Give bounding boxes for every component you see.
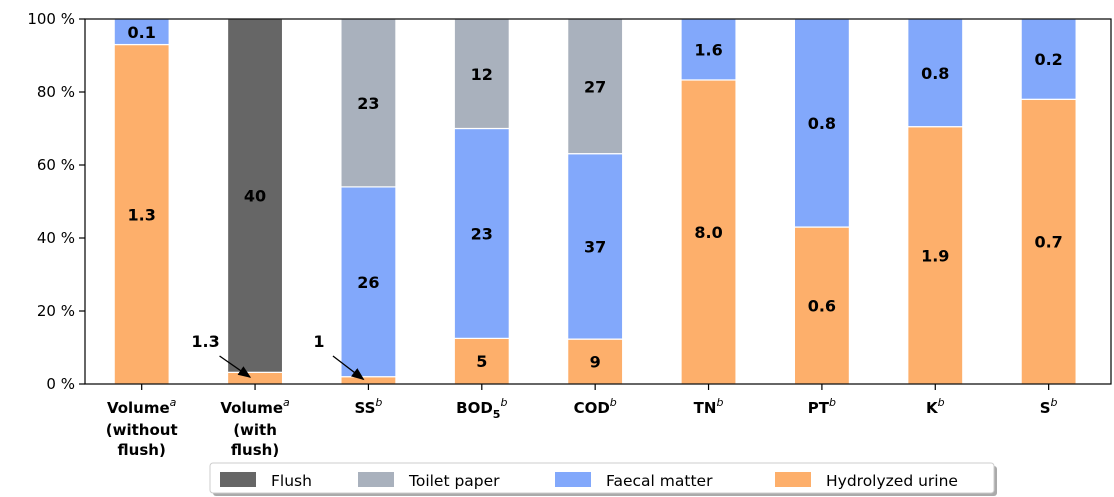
- legend-swatch-toilet-paper: [358, 472, 394, 487]
- annotations: 1.3 1: [191, 332, 365, 381]
- x-tick-label-line: flush): [118, 441, 166, 459]
- data-label: 1.9: [921, 246, 949, 265]
- y-tick-label: 20 %: [37, 302, 75, 320]
- annotation-arrow: [332, 355, 365, 381]
- x-tick-label-line: (without: [106, 421, 178, 439]
- bar-segment-hydrolyzed-urine: [680, 79, 737, 385]
- bars-layer: [113, 18, 1077, 385]
- plot-frame: [84, 18, 1112, 385]
- data-label: 26: [357, 273, 379, 292]
- bar-segment-hydrolyzed-urine: [113, 43, 170, 385]
- y-tick-label: 60 %: [37, 156, 75, 174]
- data-label: 23: [357, 94, 379, 113]
- legend-label-flush: Flush: [271, 472, 312, 490]
- data-label: 0.8: [808, 114, 836, 133]
- y-tick-label: 80 %: [37, 83, 75, 101]
- bar-segment-hydrolyzed-urine: [1020, 98, 1077, 385]
- x-tick-label: PTb: [808, 396, 836, 417]
- data-label: 40: [244, 187, 266, 206]
- data-label: 9: [590, 353, 601, 372]
- bar-segment-hydrolyzed-urine: [226, 371, 284, 385]
- bar-segment-flush: [226, 18, 284, 373]
- data-label: 8.0: [694, 223, 722, 242]
- legend-swatch-hydrolyzed-urine: [775, 472, 811, 487]
- bar-segment-hydrolyzed-urine: [567, 338, 624, 385]
- y-tick-label: 40 %: [37, 229, 75, 247]
- x-tick-label: BOD5b: [456, 396, 507, 421]
- data-label: 37: [584, 237, 606, 256]
- legend-swatch-faecal-matter: [555, 472, 591, 487]
- x-tick-label-line: (with: [233, 421, 277, 439]
- legend-swatch-flush: [220, 472, 256, 487]
- annotation-label: 1.3: [191, 332, 219, 351]
- annotation-arrow: [219, 355, 252, 378]
- bar-segment-toilet-paper: [453, 18, 510, 130]
- bar-segment-faecal-matter: [453, 127, 510, 339]
- data-label: 0.7: [1034, 233, 1062, 252]
- data-label: 1.3: [128, 205, 156, 224]
- bar-segment-faecal-matter: [907, 18, 964, 128]
- bar-segment-faecal-matter: [567, 153, 624, 340]
- data-label: 0.2: [1034, 50, 1062, 69]
- data-label: 5: [476, 352, 487, 371]
- x-tick-label: CODb: [574, 396, 617, 417]
- data-label: 0.6: [808, 297, 836, 316]
- legend-label-hydrolyzed-urine: Hydrolyzed urine: [826, 472, 958, 490]
- y-tick-label: 100 %: [27, 10, 75, 28]
- x-tick-label: TNb: [694, 396, 724, 417]
- bar-segment-faecal-matter: [680, 18, 737, 81]
- x-tick-label: Sb: [1040, 396, 1058, 417]
- bar-segment-hydrolyzed-urine: [340, 376, 397, 385]
- x-tick-label: Volumea: [107, 396, 177, 417]
- data-label: 0.1: [128, 23, 156, 42]
- annotation-label: 1: [313, 332, 324, 351]
- bar-segment-faecal-matter: [793, 18, 851, 228]
- legend-label-faecal-matter: Faecal matter: [606, 472, 713, 490]
- bar-segment-faecal-matter: [113, 18, 170, 46]
- bar-segment-hydrolyzed-urine: [793, 226, 851, 385]
- axes: 0 % 20 % 40 % 60 % 80 % 100 %: [27, 10, 1112, 393]
- data-label: 27: [584, 77, 606, 96]
- bar-segment-faecal-matter: [1020, 18, 1077, 100]
- x-tick-label: Volumea: [220, 396, 290, 417]
- legend: Flush Toilet paper Faecal matter Hydrolyzed…: [209, 462, 997, 496]
- x-tick-label: Kb: [926, 396, 945, 417]
- data-label: 0.8: [921, 64, 949, 83]
- bar-value-labels: 1.3 0.1 40 26 23 5 23 12 9 37 27 8.0 1.6 0.6 0.8 1.9 0.8…: [128, 23, 1063, 372]
- x-category-labels: Volumea (without flush) Volumea (with flush) S…: [106, 384, 1058, 459]
- x-tick-label-line: flush): [231, 441, 279, 459]
- y-tick-label: 0 %: [46, 375, 75, 393]
- data-label: 12: [471, 65, 493, 84]
- data-label: 23: [471, 224, 493, 243]
- legend-label-toilet-paper: Toilet paper: [408, 472, 500, 490]
- data-label: 1.6: [694, 40, 722, 59]
- x-tick-label: SSb: [354, 396, 382, 417]
